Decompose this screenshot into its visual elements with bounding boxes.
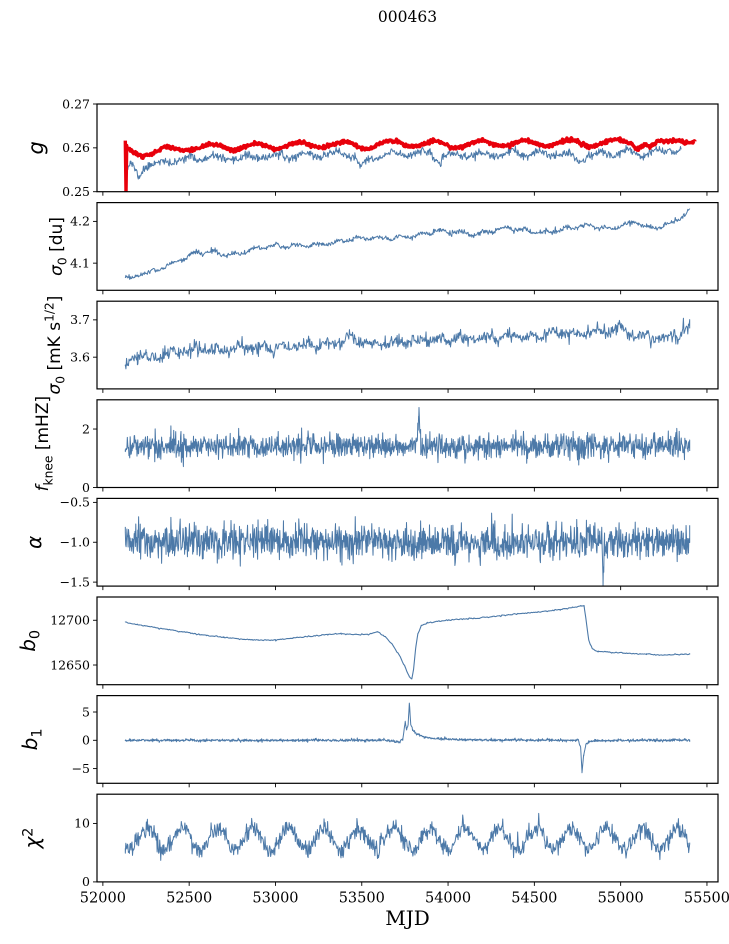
series-line-b0 [124, 604, 691, 680]
panel-frame [96, 694, 719, 784]
panel-frame [96, 793, 719, 883]
panel-b0: 12650 12700 b0 [16, 596, 719, 689]
y-axis-label: g [24, 141, 48, 154]
series-line-chi2 [124, 812, 691, 861]
series-line-sigma0-du [124, 208, 691, 280]
y-tick-label: 4.2 [70, 214, 90, 229]
y-tick-label: −1.5 [60, 574, 90, 589]
y-tick-label: 0.25 [62, 184, 90, 199]
x-tick-label: 55500 [684, 891, 729, 907]
panel-b1: −5 0 5 b1 [18, 694, 719, 788]
y-tick-label: −1.0 [60, 535, 90, 550]
panel-g-blue: 0.25 0.26 0.27 g [24, 96, 719, 199]
panel-sigma0-mK: 3.6 3.7σ0 [mK s1/2] [42, 296, 719, 395]
y-tick-label: −5 [72, 761, 90, 776]
y-tick-label: 12650 [50, 657, 90, 672]
y-tick-label: 0 [82, 874, 90, 889]
series-line-g-blue [124, 144, 682, 180]
chart-title: 000463 [377, 8, 438, 26]
y-axis-label: σ0 [mK s1/2] [42, 296, 67, 395]
y-axis-label: α [22, 536, 46, 549]
y-tick-label: 10 [74, 816, 90, 831]
x-tick-label: 53000 [252, 891, 298, 907]
y-tick-label: 3.7 [70, 312, 90, 327]
y-axis-label: fknee [mHZ] [33, 396, 56, 492]
x-axis-label: MJD [385, 906, 430, 930]
series-line-g-red [123, 136, 697, 192]
panel-frame [96, 202, 719, 291]
series-line-b1 [124, 702, 691, 774]
y-axis-label: b0 [16, 630, 44, 652]
y-tick-label: 2 [82, 421, 90, 436]
y-tick-label: 0.27 [62, 96, 90, 111]
y-axis-label: σ0 [du] [47, 217, 70, 276]
y-tick-label: 0 [82, 480, 90, 495]
panel-chi2: 0 10 χ2 52000 52500 53000 53500 54000 54500 55000… [20, 793, 729, 907]
y-tick-label: 0.26 [62, 140, 90, 155]
panel-frame [96, 596, 719, 686]
y-axis-label: χ2 [20, 828, 44, 850]
x-tick-label: 52000 [80, 891, 126, 907]
y-tick-label: 5 [82, 704, 90, 719]
y-tick-label: 12700 [50, 613, 90, 628]
panel-frame [96, 399, 719, 489]
x-tick-label: 54500 [511, 891, 557, 907]
y-tick-label: 0 [82, 733, 90, 748]
x-tick-label: 54000 [425, 891, 471, 907]
x-tick-label: 53500 [339, 891, 385, 907]
panel-f-knee: 0 2 fknee [mHZ] [33, 396, 719, 495]
series-line-sigma0-mK [124, 317, 691, 370]
panel-frame [96, 300, 719, 390]
x-tick-label: 55000 [598, 891, 644, 907]
panel-sigma0-du: 4.1 4.2σ0 [du] [47, 202, 719, 295]
y-tick-label: −0.5 [60, 495, 90, 510]
panel-alpha: −1.5 −1.0 −0.5 α [22, 495, 719, 591]
series-line-alpha [124, 512, 691, 586]
y-tick-label: 3.6 [70, 349, 90, 364]
x-tick-label: 52500 [166, 891, 212, 907]
y-axis-label: b1 [18, 729, 46, 751]
y-tick-label: 4.1 [70, 255, 90, 270]
series-line-f-knee [124, 407, 691, 468]
